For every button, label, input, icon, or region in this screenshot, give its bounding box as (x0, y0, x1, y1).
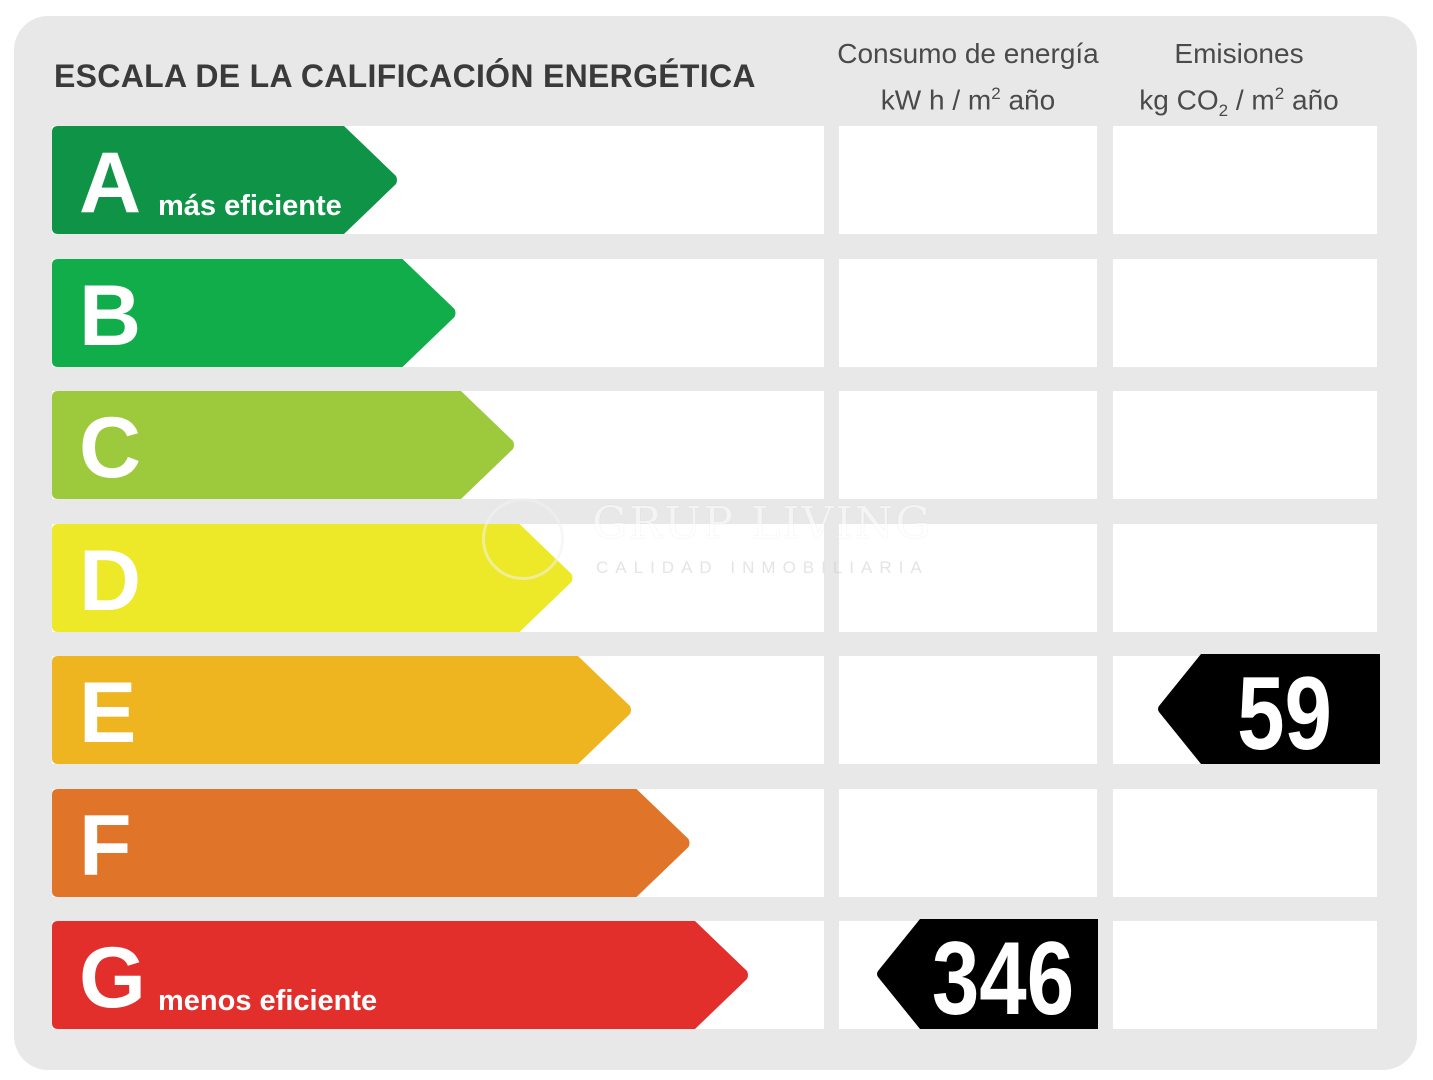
emisiones-header-line1: Emisiones (1174, 38, 1304, 69)
consumo-cell-c (839, 391, 1097, 499)
grade-arrow-shape-b (52, 259, 456, 367)
column-header-consumo: Consumo de energía kW h / m2 año (822, 34, 1114, 120)
grade-arrow-b (52, 259, 456, 367)
emisiones-cell-b (1113, 259, 1377, 367)
emisiones-cell-d (1113, 524, 1377, 632)
consumo-header-line1: Consumo de energía (837, 38, 1099, 69)
grade-arrow-e (52, 656, 631, 764)
grade-arrow-g (52, 921, 748, 1029)
grade-letter-c: C (79, 400, 142, 496)
consumo-header-line2: kW h / m2 año (880, 84, 1056, 116)
grade-arrow-shape-d (52, 524, 573, 632)
emisiones-badge (1158, 654, 1380, 764)
consumo-value: 346 (931, 921, 1075, 1037)
chart-title: ESCALA DE LA CALIFICACIÓN ENERGÉTICA (54, 58, 756, 94)
emisiones-cell-c (1113, 391, 1377, 499)
emisiones-cell-f (1113, 789, 1377, 897)
grade-letter-f: F (79, 798, 132, 894)
grade-arrow-d (52, 524, 573, 632)
emisiones-badge-shape (1158, 654, 1380, 764)
grade-letter-d: D (79, 533, 142, 629)
grade-arrow-shape-c (52, 391, 514, 499)
consumo-cell-e (839, 656, 1097, 764)
consumo-cell-a (839, 126, 1097, 234)
grade-arrow-shape-g (52, 921, 748, 1029)
emisiones-header-line2: kg CO2 / m2 año (1139, 84, 1339, 120)
consumo-cell-b (839, 259, 1097, 367)
emisiones-cell-g (1113, 921, 1377, 1029)
grade-arrow-shape-e (52, 656, 631, 764)
grade-arrow-a (52, 126, 397, 234)
grade-sublabel-a: más eficiente (158, 190, 342, 222)
grade-arrow-shape-a (52, 126, 397, 234)
grade-arrow-c (52, 391, 514, 499)
consumo-cell-d (839, 524, 1097, 632)
grade-letter-a: A (79, 135, 142, 231)
grade-letter-b: B (79, 268, 142, 364)
grade-arrow-f (52, 789, 690, 897)
grade-sublabel-g: menos eficiente (158, 985, 378, 1017)
column-header-emisiones: Emisiones kg CO2 / m2 año (1100, 34, 1378, 131)
consumo-badge (877, 919, 1098, 1029)
consumo-cell-f (839, 789, 1097, 897)
emisiones-value: 59 (1237, 656, 1332, 772)
emisiones-cell-a (1113, 126, 1377, 234)
grade-arrow-shape-f (52, 789, 690, 897)
grade-letter-e: E (79, 665, 137, 761)
grade-letter-g: G (79, 930, 146, 1026)
consumo-badge-shape (877, 919, 1098, 1029)
